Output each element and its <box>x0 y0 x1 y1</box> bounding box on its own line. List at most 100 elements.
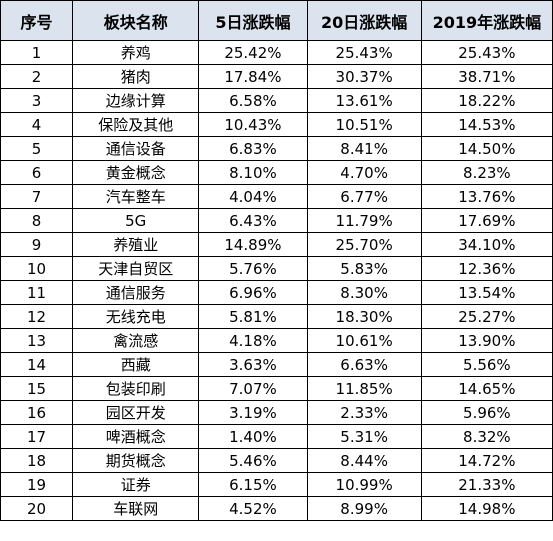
cell-2019-change: 14.50% <box>420 136 553 161</box>
cell-5day-change: 6.15% <box>198 472 308 497</box>
cell-seq: 4 <box>0 112 74 137</box>
cell-sector-name: 养鸡 <box>72 40 200 65</box>
cell-seq: 6 <box>0 160 74 185</box>
cell-sector-name: 天津自贸区 <box>72 256 200 281</box>
table-row: 16 园区开发 3.19% 2.33% 5.96% <box>0 400 553 425</box>
cell-2019-change: 17.69% <box>420 208 553 233</box>
cell-5day-change: 8.10% <box>198 160 308 185</box>
cell-2019-change: 12.36% <box>420 256 553 281</box>
cell-2019-change: 14.98% <box>420 496 553 521</box>
cell-sector-name: 园区开发 <box>72 400 200 425</box>
table-row: 5 通信设备 6.83% 8.41% 14.50% <box>0 136 553 161</box>
cell-5day-change: 4.52% <box>198 496 308 521</box>
cell-20day-change: 10.51% <box>306 112 422 137</box>
cell-seq: 3 <box>0 88 74 113</box>
cell-20day-change: 8.99% <box>306 496 422 521</box>
cell-2019-change: 38.71% <box>420 64 553 89</box>
table-row: 2 猪肉 17.84% 30.37% 38.71% <box>0 64 553 89</box>
cell-20day-change: 10.99% <box>306 472 422 497</box>
cell-sector-name: 保险及其他 <box>72 112 200 137</box>
table-body: 1 养鸡 25.42% 25.43% 25.43% 2 猪肉 17.84% 30.37% 38.7… <box>0 40 553 521</box>
cell-5day-change: 3.19% <box>198 400 308 425</box>
cell-5day-change: 10.43% <box>198 112 308 137</box>
cell-5day-change: 25.42% <box>198 40 308 65</box>
cell-seq: 7 <box>0 184 74 209</box>
cell-seq: 16 <box>0 400 74 425</box>
table-row: 8 5G 6.43% 11.79% 17.69% <box>0 208 553 233</box>
cell-5day-change: 3.63% <box>198 352 308 377</box>
cell-5day-change: 4.04% <box>198 184 308 209</box>
cell-sector-name: 黄金概念 <box>72 160 200 185</box>
cell-seq: 1 <box>0 40 74 65</box>
cell-sector-name: 无线充电 <box>72 304 200 329</box>
cell-2019-change: 5.56% <box>420 352 553 377</box>
cell-2019-change: 21.33% <box>420 472 553 497</box>
cell-2019-change: 13.90% <box>420 328 553 353</box>
cell-2019-change: 13.54% <box>420 280 553 305</box>
table-row: 18 期货概念 5.46% 8.44% 14.72% <box>0 448 553 473</box>
cell-sector-name: 猪肉 <box>72 64 200 89</box>
table-row: 14 西藏 3.63% 6.63% 5.56% <box>0 352 553 377</box>
cell-20day-change: 6.77% <box>306 184 422 209</box>
cell-20day-change: 5.31% <box>306 424 422 449</box>
cell-2019-change: 8.23% <box>420 160 553 185</box>
cell-5day-change: 5.76% <box>198 256 308 281</box>
cell-5day-change: 1.40% <box>198 424 308 449</box>
table-row: 13 禽流感 4.18% 10.61% 13.90% <box>0 328 553 353</box>
cell-5day-change: 5.81% <box>198 304 308 329</box>
cell-20day-change: 8.44% <box>306 448 422 473</box>
cell-20day-change: 18.30% <box>306 304 422 329</box>
cell-sector-name: 啤酒概念 <box>72 424 200 449</box>
header-2019-change: 2019年涨跌幅 <box>420 0 553 41</box>
header-5day-change: 5日涨跌幅 <box>198 0 308 41</box>
cell-2019-change: 25.27% <box>420 304 553 329</box>
cell-seq: 2 <box>0 64 74 89</box>
cell-5day-change: 17.84% <box>198 64 308 89</box>
cell-seq: 5 <box>0 136 74 161</box>
cell-sector-name: 车联网 <box>72 496 200 521</box>
cell-20day-change: 30.37% <box>306 64 422 89</box>
cell-sector-name: 汽车整车 <box>72 184 200 209</box>
cell-2019-change: 8.32% <box>420 424 553 449</box>
cell-2019-change: 25.43% <box>420 40 553 65</box>
cell-20day-change: 6.63% <box>306 352 422 377</box>
cell-seq: 9 <box>0 232 74 257</box>
cell-5day-change: 6.58% <box>198 88 308 113</box>
cell-20day-change: 8.30% <box>306 280 422 305</box>
cell-sector-name: 5G <box>72 208 200 233</box>
cell-5day-change: 4.18% <box>198 328 308 353</box>
cell-sector-name: 通信设备 <box>72 136 200 161</box>
cell-20day-change: 25.43% <box>306 40 422 65</box>
cell-20day-change: 13.61% <box>306 88 422 113</box>
table-row: 1 养鸡 25.42% 25.43% 25.43% <box>0 40 553 65</box>
header-sector-name: 板块名称 <box>72 0 200 41</box>
cell-20day-change: 4.70% <box>306 160 422 185</box>
table-row: 11 通信服务 6.96% 8.30% 13.54% <box>0 280 553 305</box>
cell-5day-change: 5.46% <box>198 448 308 473</box>
cell-sector-name: 西藏 <box>72 352 200 377</box>
cell-sector-name: 证券 <box>72 472 200 497</box>
header-seq: 序号 <box>0 0 74 41</box>
table-row: 3 边缘计算 6.58% 13.61% 18.22% <box>0 88 553 113</box>
table-row: 4 保险及其他 10.43% 10.51% 14.53% <box>0 112 553 137</box>
cell-2019-change: 18.22% <box>420 88 553 113</box>
cell-seq: 19 <box>0 472 74 497</box>
cell-20day-change: 8.41% <box>306 136 422 161</box>
cell-20day-change: 5.83% <box>306 256 422 281</box>
cell-5day-change: 6.96% <box>198 280 308 305</box>
cell-5day-change: 7.07% <box>198 376 308 401</box>
cell-2019-change: 13.76% <box>420 184 553 209</box>
cell-20day-change: 10.61% <box>306 328 422 353</box>
cell-seq: 17 <box>0 424 74 449</box>
cell-seq: 14 <box>0 352 74 377</box>
sector-performance-table: 序号 板块名称 5日涨跌幅 20日涨跌幅 2019年涨跌幅 1 养鸡 25.42% 2… <box>0 0 553 521</box>
cell-sector-name: 通信服务 <box>72 280 200 305</box>
table-row: 7 汽车整车 4.04% 6.77% 13.76% <box>0 184 553 209</box>
cell-seq: 8 <box>0 208 74 233</box>
cell-2019-change: 14.53% <box>420 112 553 137</box>
cell-sector-name: 边缘计算 <box>72 88 200 113</box>
table-row: 6 黄金概念 8.10% 4.70% 8.23% <box>0 160 553 185</box>
cell-20day-change: 25.70% <box>306 232 422 257</box>
cell-5day-change: 14.89% <box>198 232 308 257</box>
cell-seq: 18 <box>0 448 74 473</box>
